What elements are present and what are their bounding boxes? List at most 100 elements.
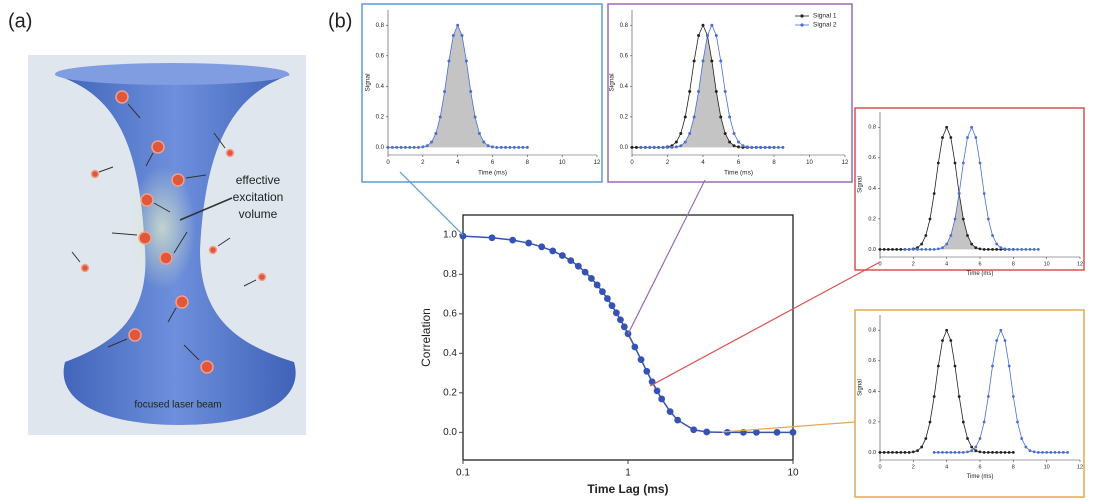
data-point <box>936 450 940 454</box>
data-point <box>949 234 953 237</box>
data-point <box>916 449 919 453</box>
data-point <box>932 247 936 251</box>
x-tick-label: 0.1 <box>456 468 470 479</box>
data-point <box>1041 450 1044 454</box>
data-point <box>639 145 643 149</box>
y-tick-label: 0.2 <box>376 114 385 120</box>
data-point <box>634 145 638 149</box>
x-tick-label: 10 <box>1044 464 1050 470</box>
data-point <box>728 140 732 144</box>
x-tick-label: 6 <box>491 160 495 166</box>
x-tick-label: 1 <box>625 468 631 479</box>
x-tick-label: 10 <box>1044 261 1050 267</box>
y-tick-label: 0.2 <box>868 216 876 222</box>
data-point <box>978 450 982 454</box>
data-point <box>982 450 986 454</box>
data-point <box>957 192 961 195</box>
data-point <box>957 395 961 398</box>
data-point <box>674 416 682 424</box>
data-point <box>924 437 928 440</box>
data-point <box>416 145 420 149</box>
annotation-line: effective <box>236 173 281 187</box>
x-tick-label: 10 <box>787 468 799 479</box>
annotation-line: volume <box>239 207 278 221</box>
data-point <box>567 257 575 265</box>
data-point <box>924 234 928 237</box>
data-point <box>421 145 425 149</box>
y-axis-label: Correlation <box>419 308 433 367</box>
data-point <box>1011 247 1015 251</box>
data-point <box>643 367 651 375</box>
data-point <box>674 145 678 149</box>
data-point <box>949 136 953 139</box>
data-point <box>477 131 481 135</box>
data-point <box>991 364 994 368</box>
molecule <box>208 245 218 255</box>
data-point <box>703 428 711 436</box>
data-point <box>1020 247 1024 251</box>
data-point <box>653 387 661 395</box>
data-point <box>403 145 407 149</box>
data-point <box>970 449 974 453</box>
data-point <box>999 246 1003 250</box>
legend-label: Signal 2 <box>813 22 837 29</box>
data-point <box>679 144 683 148</box>
data-point <box>549 247 557 255</box>
data-point <box>705 33 709 37</box>
x-tick-label: 12 <box>1077 261 1083 267</box>
data-point <box>982 247 986 251</box>
illustration: effective excitation volume focused lase… <box>28 55 306 435</box>
data-point <box>891 450 894 454</box>
data-point <box>773 428 781 436</box>
data-point <box>991 234 994 237</box>
data-point <box>652 145 656 149</box>
y-tick-label: 0.2 <box>620 114 629 120</box>
data-point <box>745 145 749 149</box>
data-point <box>692 115 696 119</box>
data-point <box>495 145 499 149</box>
data-point <box>991 450 994 454</box>
data-point <box>966 437 969 440</box>
x-tick-label: 8 <box>526 160 530 166</box>
data-point <box>737 145 740 149</box>
x-tick-label: 2 <box>666 160 670 166</box>
molecule <box>151 140 165 154</box>
data-point <box>1053 450 1057 454</box>
connector <box>627 179 706 335</box>
y-tick-label: 0.8 <box>443 269 457 280</box>
data-point <box>789 428 797 436</box>
data-point <box>521 145 525 149</box>
data-point <box>945 450 949 454</box>
data-point <box>1020 437 1024 440</box>
data-point <box>907 450 911 454</box>
data-point <box>974 136 978 139</box>
data-point <box>538 243 546 251</box>
chart: 0 2 4 6 8 10 12 0.0 0.2 0.4 0.6 0.8 Time (ms) Signal S… <box>607 3 853 183</box>
data-point <box>464 59 468 63</box>
molecule <box>257 272 267 282</box>
molecules <box>80 90 267 374</box>
data-point <box>970 125 974 129</box>
data-point <box>1011 395 1015 398</box>
data-point <box>683 140 687 144</box>
x-axis-label: Time Lag (ms) <box>587 482 668 496</box>
inset-frame <box>854 309 1085 498</box>
data-point <box>781 145 785 149</box>
data-point <box>723 428 731 436</box>
data-point <box>648 145 652 149</box>
panel-label: (b) <box>328 10 352 32</box>
arrow <box>173 231 188 254</box>
data-point <box>728 115 732 119</box>
molecule <box>128 328 142 342</box>
arrow <box>107 338 128 348</box>
y-tick-label: 1.0 <box>443 229 457 240</box>
data-point <box>459 232 467 240</box>
data-point <box>899 450 903 454</box>
data-point <box>961 450 965 454</box>
data-point <box>966 450 969 454</box>
arrow <box>145 152 154 167</box>
x-tick-label: 10 <box>806 160 813 166</box>
data-point <box>961 420 965 424</box>
y-tick-label: 0.4 <box>443 348 457 359</box>
excitation-volume <box>128 166 196 290</box>
